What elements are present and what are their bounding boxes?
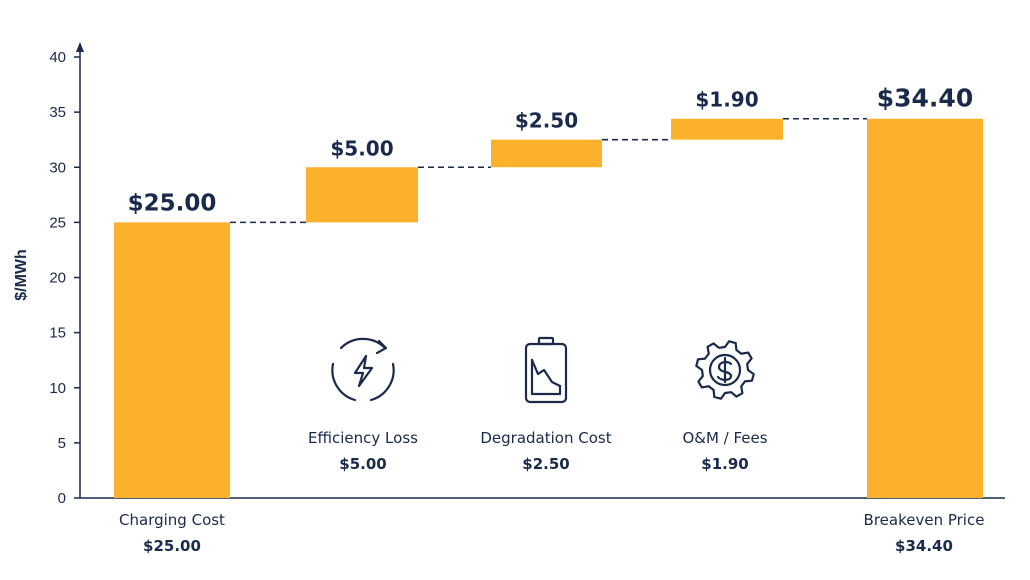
y-axis-title: $/MWh [13,249,30,301]
category-label: Charging Cost [119,511,225,529]
y-tick-label: 35 [49,104,66,121]
bar-o-m-fees [671,118,783,140]
cycle-lightning-icon [331,337,395,402]
category-label: O&M / Fees [682,429,767,447]
bar-breakeven-price [867,118,983,499]
bar-efficiency-loss [306,167,418,223]
category-labels: Charging Cost $25.00 Efficiency Loss $5.00 D… [119,429,984,555]
bar-value-label: $5.00 [330,136,393,160]
y-tick-label: 20 [49,270,66,287]
y-ticks: 0 5 10 15 20 25 30 35 40 [49,49,80,507]
y-tick-label: 30 [49,159,66,176]
y-tick-label: 5 [58,435,66,452]
bars [114,118,983,499]
category-label: Efficiency Loss [308,429,418,447]
gear-dollar-icon [695,340,755,400]
bar-degradation-cost [491,139,602,168]
category-value: $2.50 [522,455,569,473]
battery-decline-icon [524,336,568,404]
y-tick-label: 0 [58,490,66,507]
category-label: Breakeven Price [864,511,985,529]
category-value: $34.40 [895,537,953,555]
y-tick-label: 10 [49,380,66,397]
y-tick-label: 40 [49,49,66,66]
category-label: Degradation Cost [480,429,611,447]
y-tick-label: 15 [49,325,66,342]
y-axis-arrow [76,42,84,52]
category-value: $5.00 [339,455,386,473]
value-labels: $25.00 $5.00 $2.50 $1.90 $34.40 [128,84,974,217]
bar-value-label: $34.40 [877,84,973,113]
bar-value-label: $2.50 [515,109,578,133]
bar-value-label: $25.00 [128,190,217,216]
category-value: $1.90 [701,455,748,473]
bar-value-label: $1.90 [695,88,758,112]
connectors [230,117,867,224]
bar-charging-cost [114,222,230,498]
category-value: $25.00 [143,537,201,555]
y-tick-label: 25 [49,214,66,231]
